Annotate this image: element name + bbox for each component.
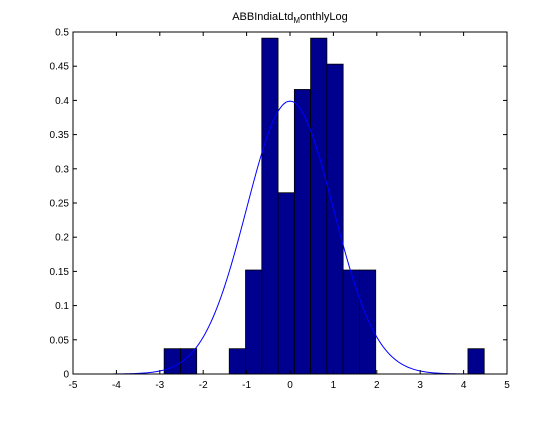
x-tick-label: -3 xyxy=(155,380,164,391)
y-tick-label: 0.25 xyxy=(50,199,70,210)
histogram-bar xyxy=(359,269,377,375)
y-tick-label: 0.2 xyxy=(55,233,69,244)
x-axis: -5 -4 -3 -2 -1 0 1 2 3 4 5 xyxy=(69,32,510,391)
x-tick-label: -5 xyxy=(69,380,78,391)
chart-title-rest: onthlyLog xyxy=(300,11,348,23)
histogram-bar xyxy=(228,348,246,375)
y-tick-label: 0.15 xyxy=(50,267,70,278)
chart-title-subscript: M xyxy=(293,16,300,25)
histogram-bar xyxy=(467,348,485,375)
chart-title-main: ABBIndiaLtd xyxy=(232,11,293,23)
histogram-bar xyxy=(163,348,181,375)
x-tick-label: -2 xyxy=(199,380,208,391)
histogram-bar xyxy=(342,269,360,375)
histogram-bar xyxy=(326,63,344,375)
curve-group xyxy=(73,100,507,375)
histogram-bar xyxy=(245,269,263,375)
y-tick-label: 0.3 xyxy=(55,164,69,175)
y-tick-label: 0.05 xyxy=(50,335,70,346)
y-tick-label: 0.45 xyxy=(50,62,70,73)
x-tick-label: -4 xyxy=(112,380,121,391)
y-tick-label: 0 xyxy=(63,370,69,381)
bars-group xyxy=(163,37,485,375)
chart-title: ABBIndiaLtdMonthlyLog xyxy=(232,11,348,25)
histogram-bar xyxy=(310,37,328,375)
x-tick-label: 5 xyxy=(504,380,510,391)
density-curve xyxy=(73,100,507,375)
y-tick-label: 0.4 xyxy=(55,96,69,107)
y-tick-label: 0.5 xyxy=(55,28,69,39)
x-tick-label: 1 xyxy=(331,380,337,391)
histogram-bar xyxy=(277,192,295,375)
x-tick-label: -1 xyxy=(242,380,251,391)
y-axis: 0 0.05 0.1 0.15 0.2 0.25 0.3 0.35 0.4 0.45 0.5 xyxy=(50,28,507,381)
y-tick-label: 0.35 xyxy=(50,130,70,141)
x-tick-label: 0 xyxy=(287,380,293,391)
x-tick-label: 2 xyxy=(374,380,380,391)
histogram-bar xyxy=(261,37,279,375)
y-tick-label: 0.1 xyxy=(55,301,69,312)
histogram-bar xyxy=(293,89,312,375)
x-tick-label: 4 xyxy=(461,380,467,391)
x-tick-label: 3 xyxy=(417,380,423,391)
